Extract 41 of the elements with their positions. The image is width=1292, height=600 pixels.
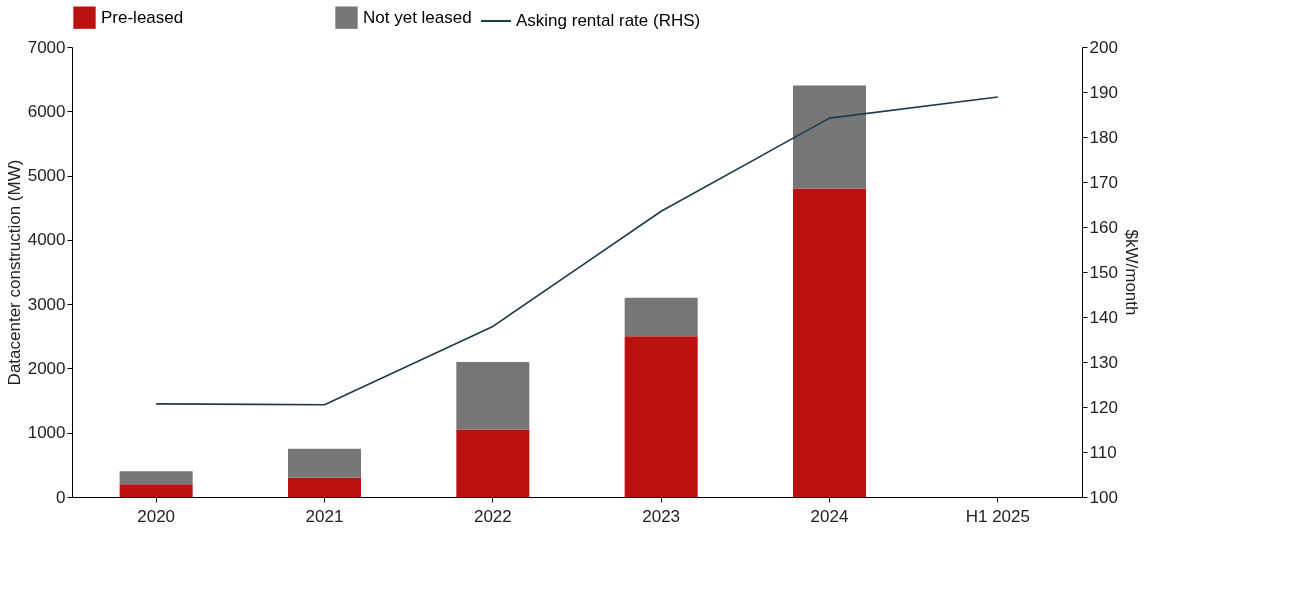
x-tick-label: 2023 xyxy=(642,506,681,526)
y2-tick-label: 110 xyxy=(1089,442,1117,462)
y2-tick-label: 170 xyxy=(1089,172,1118,192)
y2-tick-label: 130 xyxy=(1089,352,1118,372)
bar xyxy=(624,336,698,497)
y2-tick-label: 180 xyxy=(1089,127,1118,147)
y2-axis-title: $kW/month xyxy=(1121,229,1141,316)
y-tick-label: 6000 xyxy=(27,101,66,121)
y-tick-label: 3000 xyxy=(27,294,66,314)
y-tick-label: 1000 xyxy=(27,423,66,443)
bar xyxy=(624,297,698,337)
y2-tick-label: 120 xyxy=(1089,397,1118,417)
bar xyxy=(288,448,361,478)
bar xyxy=(793,85,866,189)
y2-tick-label: 140 xyxy=(1089,307,1118,327)
y-tick-label: 2000 xyxy=(27,358,66,378)
y2-tick-label: 100 xyxy=(1089,487,1118,507)
y2-tick-label: 190 xyxy=(1089,82,1118,102)
legend-label: Not yet leased xyxy=(363,7,472,27)
bar xyxy=(119,471,193,485)
y-axis-title: Datacenter construction (MW) xyxy=(4,159,24,386)
x-tick-label: 2024 xyxy=(810,506,849,526)
bar xyxy=(288,477,361,497)
bar xyxy=(456,429,530,497)
line-series xyxy=(155,96,999,406)
y2-tick-label: 160 xyxy=(1089,217,1118,237)
x-tick-label: 2020 xyxy=(137,506,176,526)
y2-tick-label: 200 xyxy=(1089,37,1118,57)
y-tick-label: 4000 xyxy=(27,230,66,250)
y-tick-label: 7000 xyxy=(27,37,66,57)
legend-label: Pre-leased xyxy=(101,7,184,27)
x-tick-label: H1 2025 xyxy=(965,506,1030,526)
y-tick-label: 5000 xyxy=(27,166,66,186)
x-tick-label: 2021 xyxy=(305,506,344,526)
y-tick-label: 0 xyxy=(56,487,66,507)
bar xyxy=(456,362,530,430)
x-tick-label: 2022 xyxy=(473,506,512,526)
bar xyxy=(119,484,193,497)
legend-label: Asking rental rate (RHS) xyxy=(516,11,701,30)
bar xyxy=(793,188,866,497)
y2-tick-label: 150 xyxy=(1089,262,1118,282)
